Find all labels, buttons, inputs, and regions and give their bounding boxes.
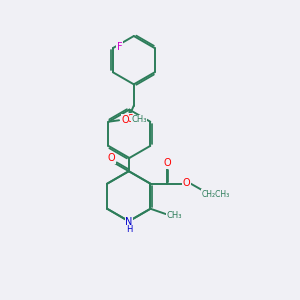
Text: O: O bbox=[164, 158, 171, 168]
Text: CH₃: CH₃ bbox=[167, 211, 182, 220]
Text: N: N bbox=[125, 217, 133, 227]
Text: CH₂CH₃: CH₂CH₃ bbox=[201, 190, 230, 199]
Text: O: O bbox=[183, 178, 190, 188]
Text: F: F bbox=[117, 42, 122, 52]
Text: O: O bbox=[107, 153, 115, 163]
Text: CH₃: CH₃ bbox=[131, 115, 147, 124]
Text: H: H bbox=[127, 225, 133, 234]
Text: O: O bbox=[126, 114, 134, 124]
Text: O: O bbox=[121, 115, 129, 125]
